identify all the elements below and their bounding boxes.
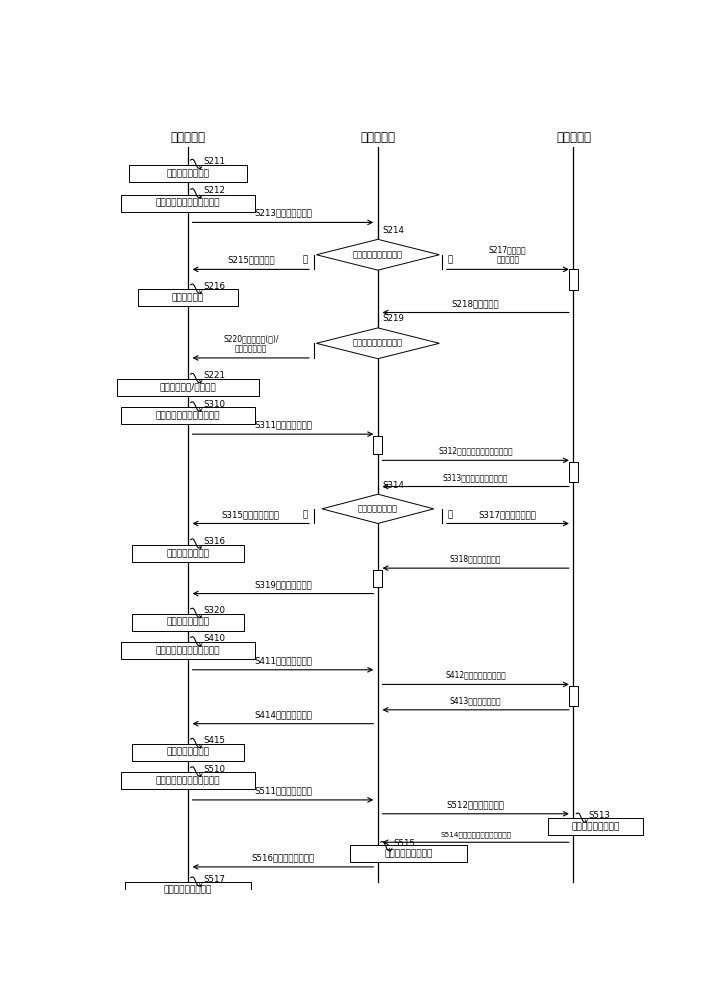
Text: S221: S221: [203, 371, 225, 380]
Text: S311：充电启动指令: S311：充电启动指令: [254, 421, 312, 430]
Text: 是否同意本次充电请求: 是否同意本次充电请求: [353, 339, 403, 348]
Text: 是否符合充电条件: 是否符合充电条件: [358, 504, 398, 513]
Text: S412：获取运行状态指令: S412：获取运行状态指令: [446, 671, 506, 680]
Text: S216: S216: [203, 282, 225, 291]
Text: 显示充电费用等信息: 显示充电费用等信息: [164, 886, 212, 895]
Text: 是: 是: [448, 256, 453, 265]
Text: 显示连接成功信息: 显示连接成功信息: [167, 618, 209, 627]
Text: 计算充电费用并扣除: 计算充电费用并扣除: [384, 849, 433, 858]
Text: S414：运行状态信息: S414：运行状态信息: [254, 710, 312, 719]
Text: 后台服务器: 后台服务器: [360, 131, 395, 144]
Text: S413：运行状态信息: S413：运行状态信息: [450, 696, 502, 705]
FancyBboxPatch shape: [132, 744, 244, 761]
FancyBboxPatch shape: [121, 642, 255, 659]
FancyBboxPatch shape: [121, 195, 255, 212]
Text: S214: S214: [382, 226, 404, 235]
Text: S513: S513: [588, 811, 611, 820]
FancyBboxPatch shape: [138, 289, 238, 306]
FancyBboxPatch shape: [350, 845, 467, 862]
Text: S515: S515: [393, 839, 415, 848]
Text: S211: S211: [203, 157, 225, 166]
FancyBboxPatch shape: [121, 772, 255, 789]
Text: 目标充电桩: 目标充电桩: [556, 131, 591, 144]
FancyBboxPatch shape: [117, 379, 259, 396]
Text: S219: S219: [382, 314, 404, 323]
Text: 显示充电业务内容: 显示充电业务内容: [167, 169, 209, 178]
Text: S313：充电枪连接状态信息: S313：充电枪连接状态信息: [443, 473, 508, 482]
Text: S514：充电电量和充电时长信息: S514：充电电量和充电时长信息: [441, 831, 511, 838]
FancyBboxPatch shape: [569, 686, 578, 706]
FancyBboxPatch shape: [132, 614, 244, 631]
FancyBboxPatch shape: [121, 407, 255, 424]
Text: S220：同意指令(是)/
拒绝指令（否）: S220：同意指令(是)/ 拒绝指令（否）: [223, 334, 278, 353]
Text: 否: 否: [303, 256, 308, 265]
Text: S314: S314: [382, 481, 404, 490]
Text: S316: S316: [203, 537, 225, 546]
FancyBboxPatch shape: [125, 882, 251, 898]
Text: 显示同意信息/拒绝信息: 显示同意信息/拒绝信息: [159, 383, 216, 392]
Text: S410: S410: [203, 634, 225, 643]
Polygon shape: [317, 328, 439, 359]
FancyBboxPatch shape: [373, 570, 382, 587]
Polygon shape: [322, 494, 434, 523]
Text: S317：充电启动指令: S317：充电启动指令: [479, 510, 536, 519]
Text: S411：充电监控指令: S411：充电监控指令: [254, 656, 312, 665]
FancyBboxPatch shape: [129, 165, 247, 182]
Text: 获取用户充电监控操作事件: 获取用户充电监控操作事件: [156, 646, 220, 655]
Text: S213：充电请求指令: S213：充电请求指令: [254, 209, 312, 218]
Text: 显示连接失败信息: 显示连接失败信息: [167, 549, 209, 558]
Text: 获取用户充电启动操作事件: 获取用户充电启动操作事件: [156, 411, 220, 420]
Polygon shape: [317, 239, 439, 270]
Text: S319：连接成功指令: S319：连接成功指令: [254, 580, 311, 589]
Text: S310: S310: [203, 400, 225, 409]
Text: S218：状态信息: S218：状态信息: [452, 299, 500, 308]
Text: S217：获取状
态请求指令: S217：获取状 态请求指令: [489, 245, 526, 265]
Text: S312：获取充电枪连接状态指令: S312：获取充电枪连接状态指令: [438, 447, 513, 456]
FancyBboxPatch shape: [549, 818, 643, 835]
Text: 获取用户充电停止操作事件: 获取用户充电停止操作事件: [156, 776, 220, 785]
Text: S315：连接失败指令: S315：连接失败指令: [222, 510, 280, 519]
Text: S415: S415: [203, 736, 225, 745]
Text: S510: S510: [203, 765, 225, 774]
FancyBboxPatch shape: [569, 462, 578, 482]
Text: S516：充电费用等信息: S516：充电费用等信息: [252, 853, 314, 862]
Text: S215：拒绝指令: S215：拒绝指令: [227, 256, 275, 265]
Text: 显示运行状态信息: 显示运行状态信息: [167, 748, 209, 757]
Text: 停止向电动汽车充电: 停止向电动汽车充电: [572, 822, 620, 831]
Text: S320: S320: [203, 606, 225, 615]
Text: 是否同意本次充电请求: 是否同意本次充电请求: [353, 250, 403, 259]
Text: 获取用户充电请求操作事件: 获取用户充电请求操作事件: [156, 199, 220, 208]
Text: 业务客户端: 业务客户端: [170, 131, 205, 144]
FancyBboxPatch shape: [132, 545, 244, 562]
Text: 否: 否: [303, 510, 308, 519]
Text: S512：充电停止指令: S512：充电停止指令: [447, 800, 505, 809]
Text: 显示拒绝信息: 显示拒绝信息: [172, 293, 204, 302]
Text: S517: S517: [203, 875, 225, 884]
Text: S511：充电停止指令: S511：充电停止指令: [254, 786, 312, 795]
Text: 是: 是: [448, 510, 453, 519]
Text: S318：开始充电信息: S318：开始充电信息: [450, 555, 501, 564]
FancyBboxPatch shape: [373, 436, 382, 454]
FancyBboxPatch shape: [569, 269, 578, 290]
Text: S212: S212: [203, 186, 225, 195]
